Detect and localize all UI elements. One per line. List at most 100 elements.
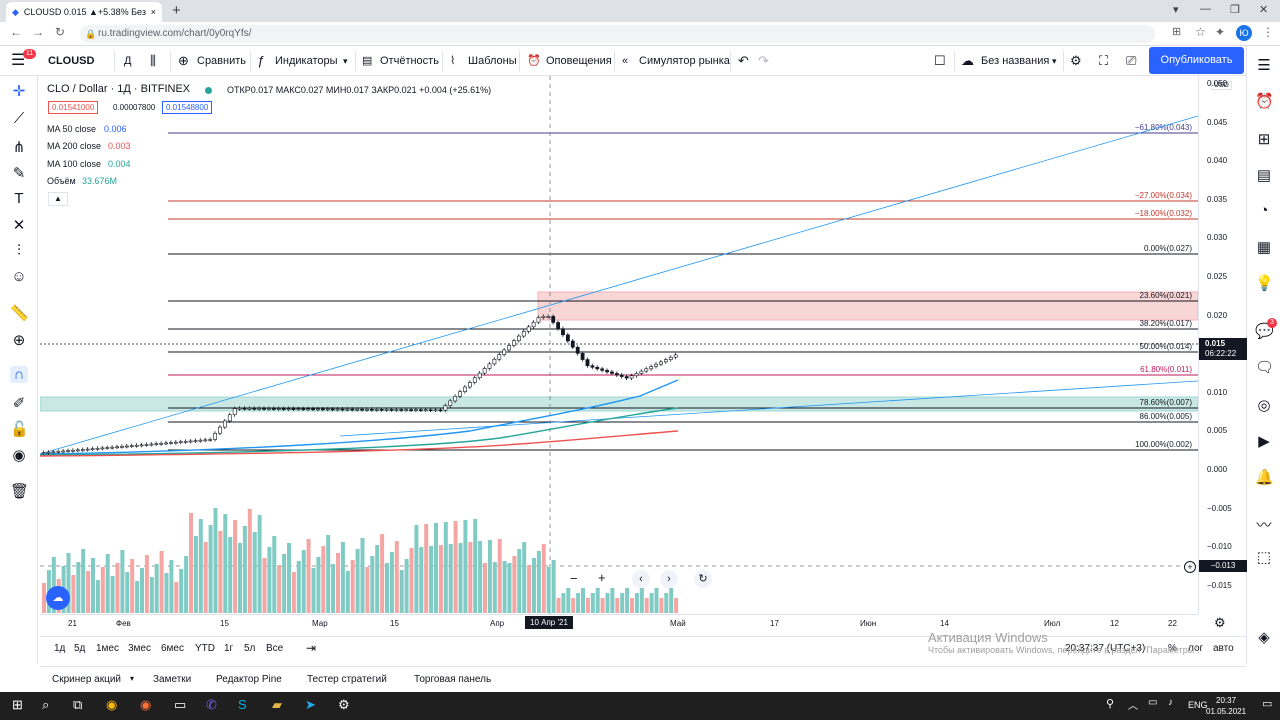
new-tab-button[interactable]: + <box>172 2 181 19</box>
volume-icon[interactable]: ♪ <box>1168 697 1173 708</box>
lock-icon[interactable]: 🔓 <box>10 421 29 438</box>
range-button[interactable]: 1г <box>224 643 234 654</box>
prediction-icon[interactable]: ⫶ <box>17 242 21 259</box>
address-bar[interactable]: 🔒 ru.tradingview.com/chart/0y0rqYfs/ <box>80 25 1155 43</box>
scroll-left-icon[interactable]: ‹ <box>632 570 650 588</box>
ask-price[interactable]: 0.01548800 <box>162 101 213 114</box>
axis-settings-gear-icon[interactable]: ⚙ <box>1214 615 1226 630</box>
bookmark-star-icon[interactable]: ☆ <box>1195 25 1206 39</box>
add-crosshair-plus-icon[interactable]: + <box>1184 561 1196 573</box>
data-window-icon[interactable]: ⊞ <box>1257 131 1271 148</box>
viber-icon[interactable]: ✆ <box>206 697 217 712</box>
timezone-clock[interactable]: 20:37:37 (UTC+3) <box>1065 643 1146 654</box>
interval-button[interactable]: Д <box>124 55 132 67</box>
people-icon[interactable]: ⚲ <box>1106 698 1115 710</box>
ideas-lightbulb-icon[interactable]: 💡 <box>1255 275 1274 292</box>
browser-tab[interactable]: ◆ CLOUSD 0.015 ▲+5.38% Без на... × <box>6 2 162 22</box>
range-button[interactable]: 3мес <box>128 643 151 654</box>
camera-snapshot-icon[interactable]: ⎚ <box>1126 53 1137 68</box>
crosshair-icon[interactable]: ✛ <box>12 83 26 100</box>
compare-button[interactable]: Сравнить <box>197 55 247 67</box>
range-button[interactable]: Все <box>266 643 284 654</box>
price-axis[interactable]: USD 0.050 0.045 0.040 0.035 0.030 0.025 0.020 0… <box>1198 76 1247 614</box>
extensions-icon[interactable]: ✦ <box>1215 25 1226 39</box>
streams-icon[interactable]: ◎ <box>1257 397 1271 414</box>
financials-button[interactable]: Отчётность <box>380 55 439 67</box>
forward-icon[interactable]: → <box>32 25 44 39</box>
firefox-icon[interactable]: ◉ <box>140 697 152 712</box>
alerts-button[interactable]: Оповещения <box>546 55 612 67</box>
hamburger-menu-icon[interactable]: ☰ <box>11 52 26 69</box>
brush-icon[interactable]: ✎ <box>12 165 26 182</box>
alerts-clock-icon[interactable]: ⏰ <box>1255 93 1274 110</box>
browser-menu-icon[interactable]: ⋮ <box>1262 25 1274 39</box>
tab-pine-editor[interactable]: Редактор Pine <box>216 674 282 685</box>
zoom-out-icon[interactable]: − <box>570 571 578 586</box>
action-center-icon[interactable]: ▭ <box>1262 698 1273 710</box>
folder-icon[interactable]: ▰ <box>272 697 282 712</box>
tradingview-logo-icon[interactable]: ☁ <box>46 586 70 610</box>
messages-icon[interactable]: 🗨 <box>1255 359 1275 376</box>
translate-icon[interactable]: ⊞ <box>1172 26 1182 38</box>
undo-icon[interactable]: ↶ <box>738 53 749 68</box>
magnet-icon[interactable]: ∩ <box>10 366 28 383</box>
trend-line-icon[interactable]: ⟋ <box>13 110 25 127</box>
news-list-icon[interactable]: ▤ <box>1256 167 1272 184</box>
chart-type-candles-icon[interactable]: ⫼ <box>150 53 156 68</box>
reset-chart-icon[interactable]: ↻ <box>694 570 712 588</box>
lock-drawing-icon[interactable]: ✐ <box>12 395 26 412</box>
goto-date-icon[interactable]: ⇥ <box>306 641 317 655</box>
skype-icon[interactable]: S <box>238 697 247 712</box>
layout-square-icon[interactable]: ☐ <box>934 53 946 68</box>
play-icon[interactable]: ▶ <box>1258 433 1270 450</box>
tab-trading-panel[interactable]: Торговая панель <box>414 674 492 685</box>
log-scale-toggle[interactable]: лог <box>1188 643 1204 654</box>
indicators-button[interactable]: Индикаторы <box>275 55 338 67</box>
settings-icon[interactable]: ⚙ <box>338 697 350 712</box>
tab-search-icon[interactable]: ▾ <box>1173 4 1179 16</box>
range-button[interactable]: 5л <box>244 643 256 654</box>
range-button[interactable]: 1д <box>54 643 66 654</box>
redo-icon[interactable]: ↷ <box>758 53 769 68</box>
close-window-icon[interactable]: ✕ <box>1259 4 1269 16</box>
range-button[interactable]: YTD <box>195 643 215 654</box>
windows-start-icon[interactable]: ⊞ <box>12 697 23 712</box>
pitchfork-icon[interactable]: ⋔ <box>12 139 26 156</box>
layout-chevron-down-icon[interactable]: ▾ <box>1052 56 1057 66</box>
language-indicator[interactable]: ENG <box>1188 700 1208 710</box>
layers-icon[interactable]: ◈ <box>1258 629 1270 646</box>
profile-avatar[interactable]: Ю <box>1236 25 1252 41</box>
reload-icon[interactable]: ↻ <box>55 25 66 39</box>
replay-button[interactable]: Симулятор рынка <box>639 55 730 67</box>
network-icon[interactable]: ▭ <box>1148 697 1158 708</box>
explorer-icon[interactable]: ▭ <box>174 697 187 712</box>
fullscreen-icon[interactable]: ⛶ <box>1099 53 1109 68</box>
telegram-icon[interactable]: ➤ <box>305 697 316 712</box>
text-tool-icon[interactable]: T <box>14 190 24 207</box>
chrome-icon[interactable]: ◉ <box>106 697 118 712</box>
scroll-right-icon[interactable]: › <box>660 570 678 588</box>
eye-icon[interactable]: ◉ <box>12 447 26 464</box>
range-button[interactable]: 6мес <box>161 643 184 654</box>
auto-scale-toggle[interactable]: авто <box>1213 643 1234 654</box>
chevron-down-icon[interactable]: ▾ <box>343 56 348 66</box>
notifications-bell-icon[interactable]: 🔔 <box>1255 469 1274 486</box>
range-button[interactable]: 5д <box>74 643 86 654</box>
percent-scale-toggle[interactable]: % <box>1168 643 1177 654</box>
pattern-icon[interactable]: ✕ <box>12 217 26 234</box>
task-view-icon[interactable]: ⧉ <box>73 697 83 712</box>
order-panel-icon[interactable]: ⬚ <box>1256 549 1272 566</box>
templates-button[interactable]: Шаблоны <box>468 55 517 67</box>
price-chart[interactable]: −61.80%(0.043) −27.00%(0.034) −18.00%(0.03… <box>40 76 1198 614</box>
screener-chevron-down-icon[interactable]: ▾ <box>130 674 135 683</box>
ruler-icon[interactable]: 📏 <box>10 305 29 322</box>
calendar-icon[interactable]: ▦ <box>1256 239 1272 256</box>
symbol-search[interactable]: CLOUSD <box>48 55 95 67</box>
heart-rate-icon[interactable]: 〰 <box>1256 517 1272 534</box>
watchlist-icon[interactable]: ☰ <box>1257 57 1271 74</box>
tab-stock-screener[interactable]: Скринер акций <box>52 674 122 685</box>
currency-label[interactable]: USD <box>1211 81 1232 90</box>
hotlist-icon[interactable]: ◔ <box>1259 202 1269 219</box>
taskbar-clock[interactable]: 20:37 01.05.2021 <box>1206 695 1246 717</box>
trash-icon[interactable]: 🗑 <box>10 483 30 500</box>
